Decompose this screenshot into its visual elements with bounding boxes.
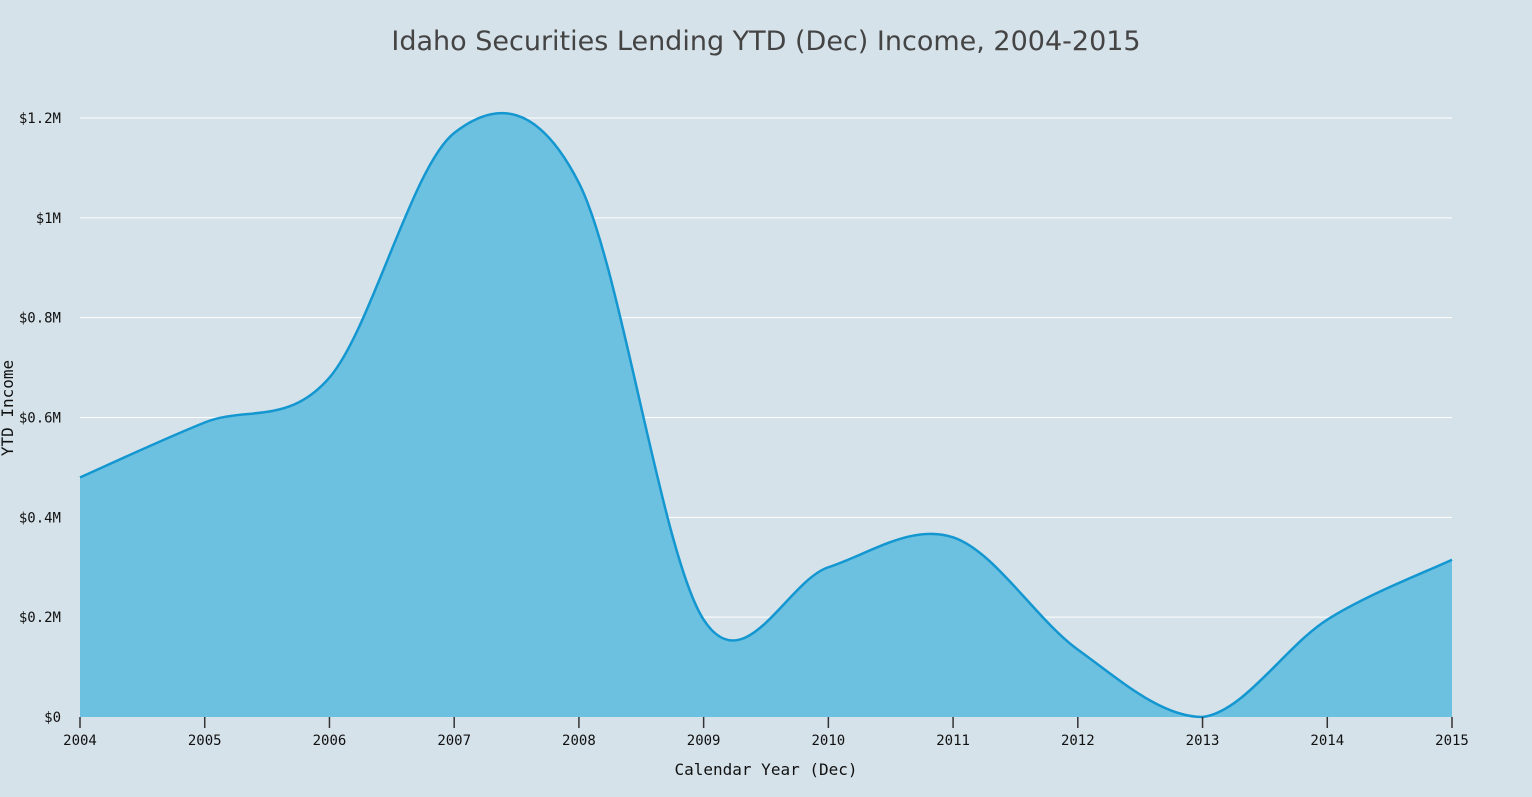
axes: $0 $0.2M $0.4M $0.6M $0.8M $1M $1.2M 2004 2005 20… (19, 111, 1469, 749)
x-tick-label: 2010 (812, 733, 846, 749)
y-tick-label: $0 (44, 710, 61, 726)
x-axis-title: Calendar Year (Dec) (674, 760, 857, 779)
x-tick-label: 2015 (1435, 733, 1469, 749)
y-tick-label: $0.8M (19, 311, 61, 327)
y-tick-label: $1M (36, 211, 61, 227)
x-tick-label: 2008 (562, 733, 596, 749)
y-tick-label: $0.2M (19, 610, 61, 626)
x-tick-label: 2009 (687, 733, 721, 749)
y-tick-label: $0.4M (19, 510, 61, 526)
x-tick-label: 2006 (313, 733, 347, 749)
area-fill (80, 113, 1452, 717)
y-tick-label: $1.2M (19, 111, 61, 127)
x-tick-label: 2004 (63, 733, 97, 749)
chart-title: Idaho Securities Lending YTD (Dec) Incom… (391, 26, 1140, 57)
x-tick-label: 2007 (437, 733, 471, 749)
y-tick-label: $0.6M (19, 411, 61, 427)
x-tick-label: 2011 (936, 733, 970, 749)
x-tick-label: 2014 (1310, 733, 1344, 749)
x-tick-label: 2013 (1186, 733, 1220, 749)
y-axis-title: YTD Income (0, 360, 17, 456)
x-tick-label: 2012 (1061, 733, 1095, 749)
x-tick-label: 2005 (188, 733, 222, 749)
